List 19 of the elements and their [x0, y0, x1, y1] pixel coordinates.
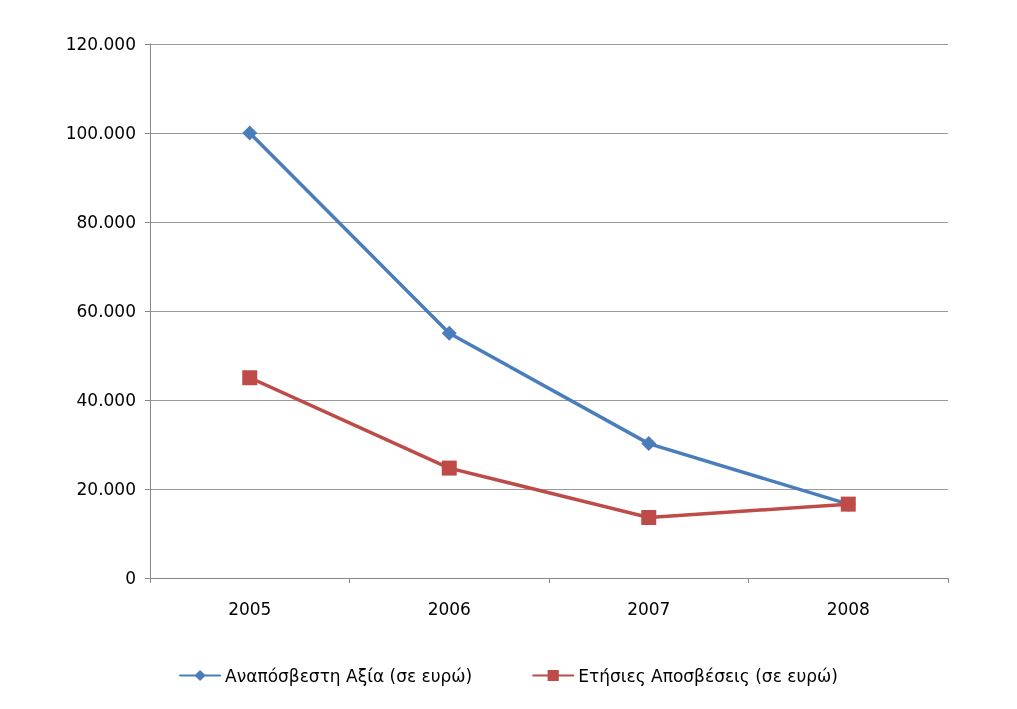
x-tick-label: 2005 — [228, 598, 272, 619]
y-tick-label: 20.000 — [76, 479, 136, 499]
point — [242, 370, 258, 386]
point — [641, 509, 657, 525]
y-tick-label: 100.000 — [65, 123, 136, 143]
point — [441, 325, 457, 341]
x-tick-label: 2006 — [427, 598, 471, 619]
x-tick-label: 2008 — [826, 598, 870, 619]
point — [242, 125, 258, 141]
y-tick-label: 80.000 — [76, 212, 136, 232]
point — [641, 436, 657, 452]
y-tick-label: 40.000 — [76, 390, 136, 410]
y-tick-label: 0 — [125, 568, 136, 588]
legend-label: Αναπόσβεστη Αξία (σε ευρώ) — [225, 665, 473, 686]
y-tick-label: 120.000 — [65, 34, 136, 54]
y-tick-label: 60.000 — [76, 301, 136, 321]
legend-label: Ετήσιες Αποσβέσεις (σε ευρώ) — [578, 665, 838, 686]
x-tick-label: 2007 — [627, 598, 671, 619]
point — [441, 460, 457, 476]
